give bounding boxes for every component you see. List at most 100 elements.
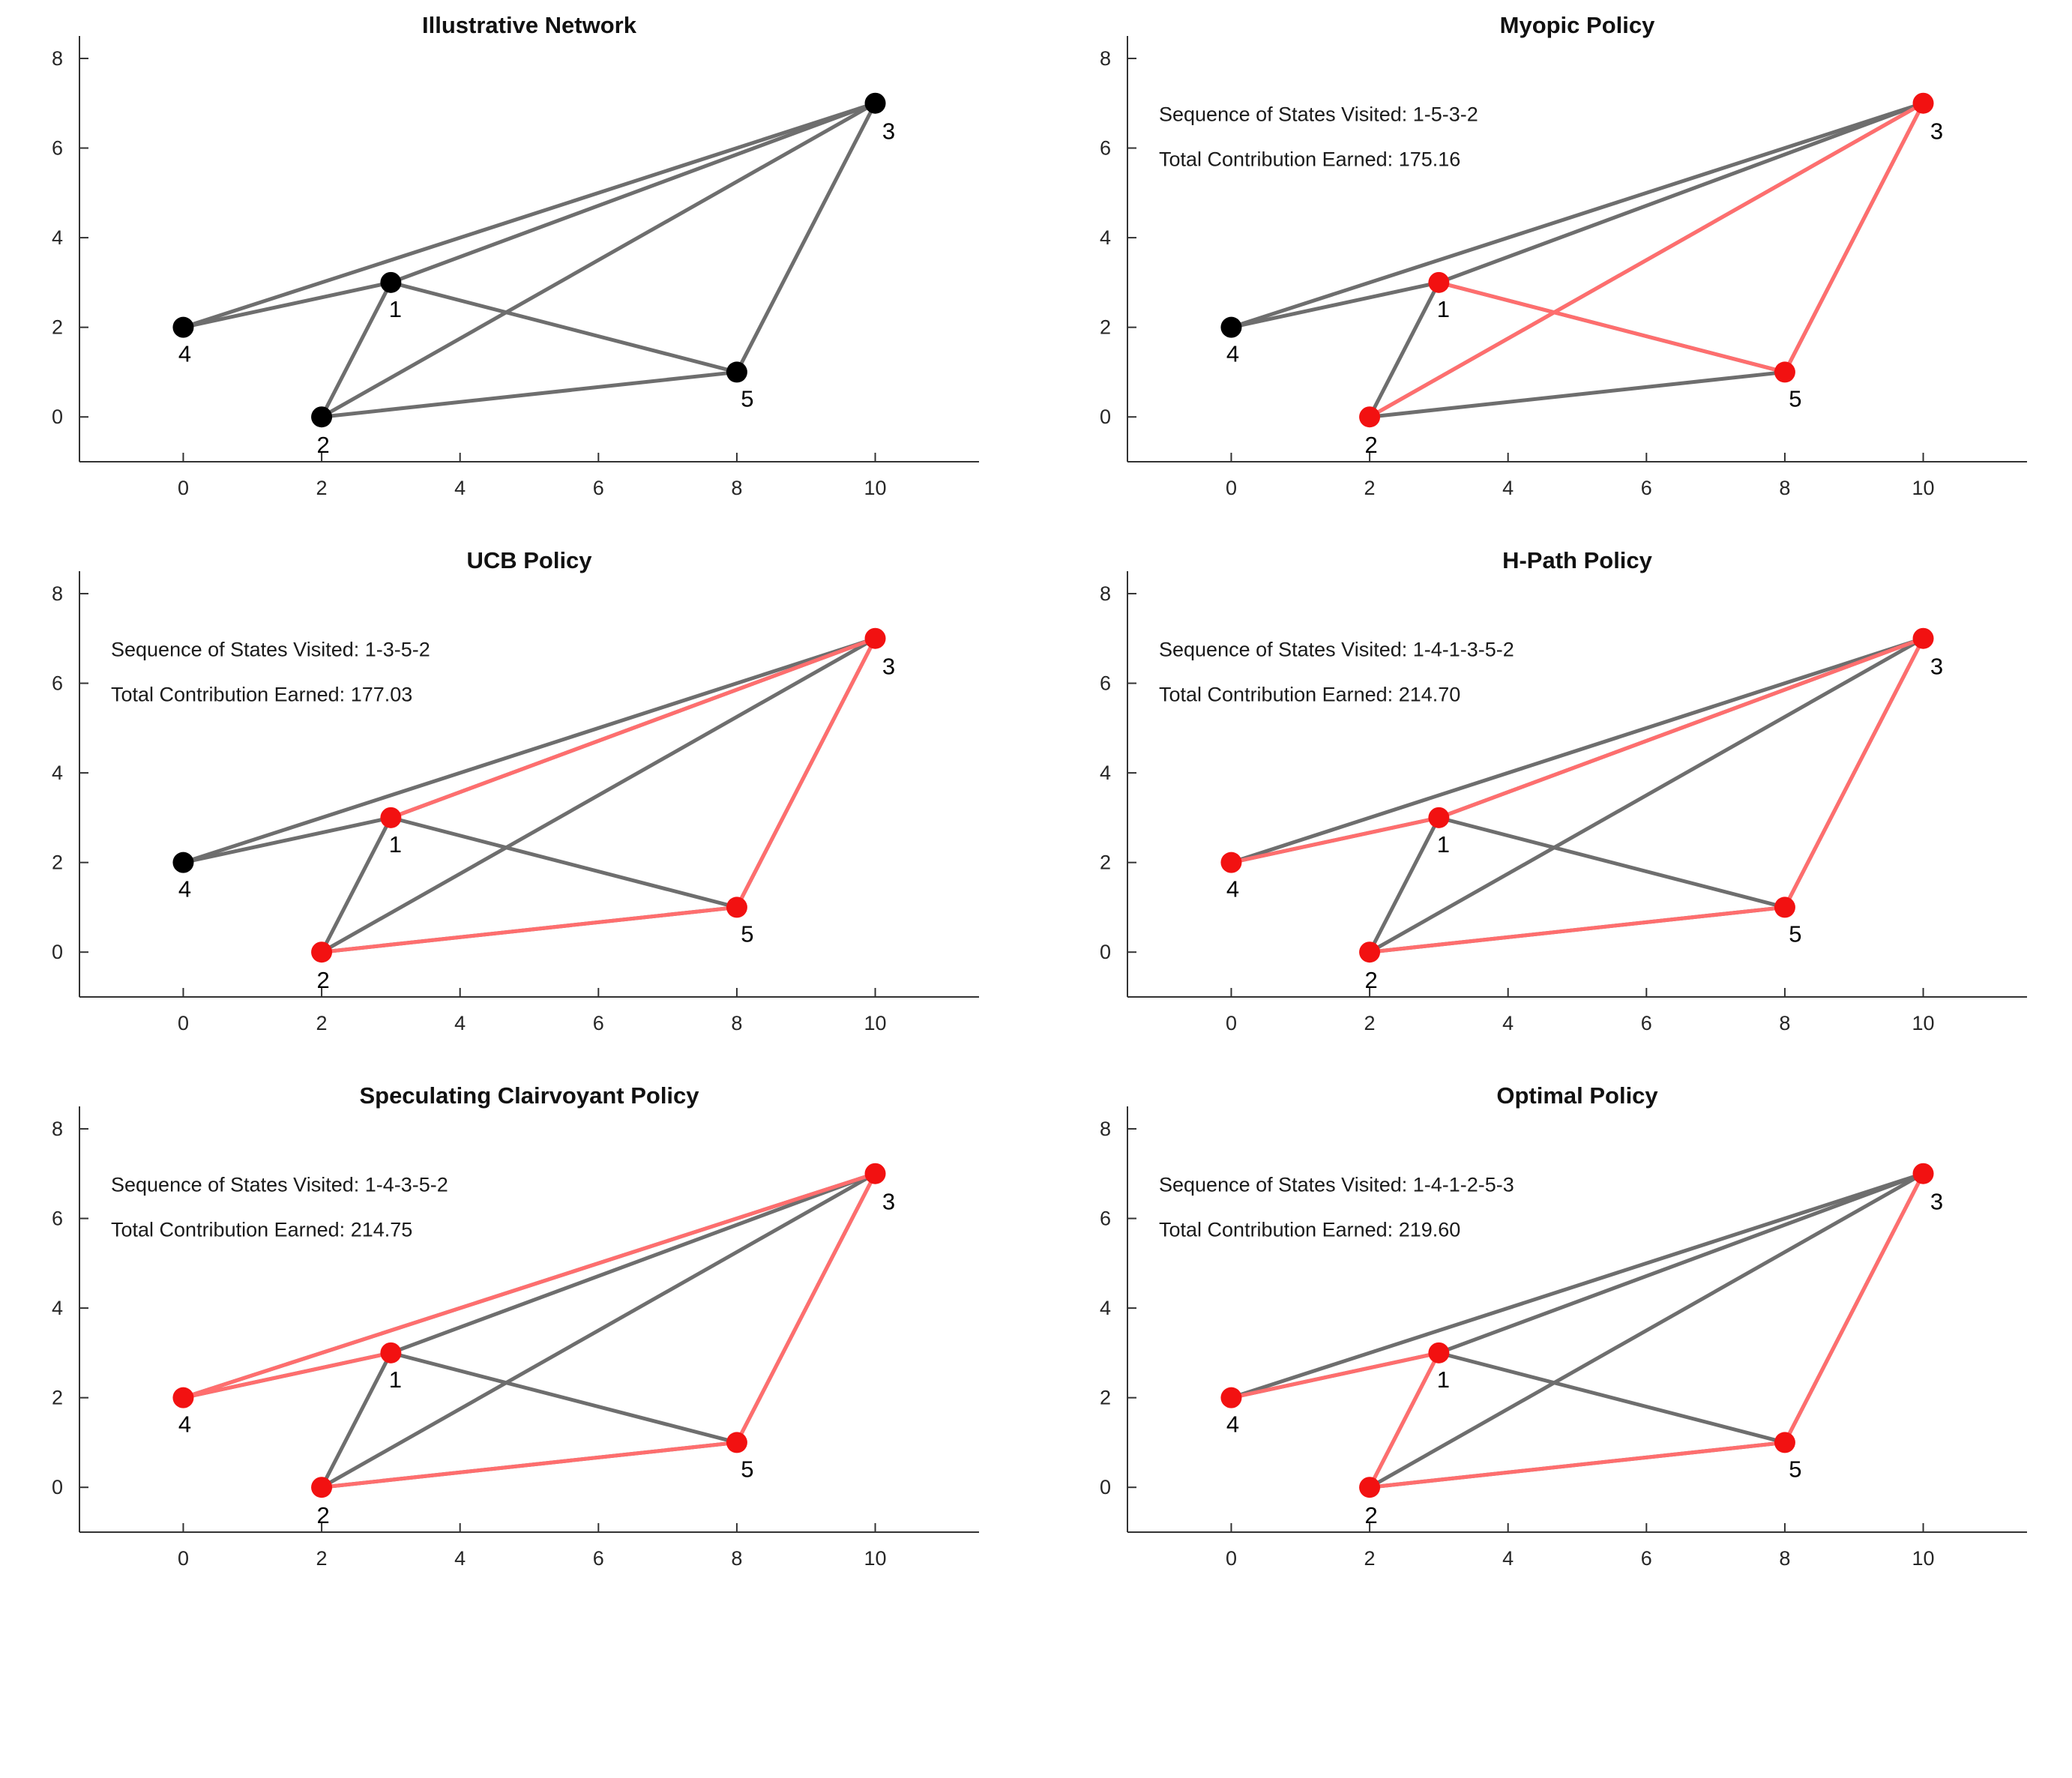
- x-tick-label: 8: [731, 477, 742, 499]
- y-tick-label: 2: [52, 852, 63, 874]
- graph-edge: [1436, 1351, 1787, 1444]
- node-3: [1912, 1163, 1934, 1184]
- visited-path-edge: [1367, 101, 1926, 419]
- panel-optimal-policy: Optimal Policy 0 2 4 6 8 10 0 2 4 6 8 1 2 3 4 5 Sequence …: [1100, 1082, 2027, 1570]
- node-4: [172, 852, 194, 873]
- node-label: 5: [741, 1456, 753, 1482]
- visited-path-edge: [319, 905, 739, 954]
- visited-path-edge: [1229, 816, 1441, 865]
- panel-myopic-policy: Myopic Policy 0 2 4 6 8 10 0 2 4 6 8 1 2 3 4 5 Sequence o…: [1100, 12, 2027, 499]
- node-label: 1: [389, 296, 402, 322]
- graph-edge: [1367, 370, 1787, 419]
- node-4: [1220, 852, 1242, 873]
- node-label: 5: [1789, 1456, 1801, 1482]
- x-tick-label: 4: [454, 477, 466, 499]
- y-tick-label: 4: [52, 226, 63, 249]
- graph-edge: [319, 280, 393, 419]
- node-4: [172, 1387, 194, 1408]
- x-tick-label: 10: [864, 1012, 887, 1034]
- node-1: [380, 807, 402, 828]
- node-label: 4: [1226, 876, 1239, 902]
- graph-edge: [319, 1351, 393, 1489]
- visited-path-edge: [1367, 1351, 1441, 1489]
- y-tick-label: 0: [1100, 941, 1111, 963]
- visited-path-edge: [1783, 636, 1926, 909]
- y-tick-label: 4: [1100, 1297, 1111, 1319]
- node-label: 3: [1930, 118, 1943, 145]
- x-tick-label: 6: [1641, 1012, 1652, 1034]
- graph-edge: [388, 101, 878, 285]
- visited-path-edge: [1783, 101, 1926, 374]
- x-tick-label: 4: [1502, 1012, 1514, 1034]
- node-label: 2: [1364, 1502, 1377, 1528]
- panel-title: Optimal Policy: [1496, 1082, 1658, 1109]
- y-tick-label: 4: [1100, 762, 1111, 784]
- y-tick-label: 6: [52, 672, 63, 695]
- x-tick-label: 8: [1779, 1012, 1790, 1034]
- visited-path-edge: [735, 1172, 878, 1444]
- x-tick-label: 8: [731, 1012, 742, 1034]
- x-tick-label: 2: [1364, 1547, 1376, 1570]
- graph-edge: [1436, 816, 1787, 909]
- panel-speculating-clairvoyant-policy: Speculating Clairvoyant Policy 0 2 4 6 8 10 0 2 4…: [52, 1082, 979, 1570]
- x-tick-label: 4: [1502, 477, 1514, 499]
- node-label: 2: [1364, 432, 1377, 458]
- node-1: [380, 271, 402, 293]
- node-5: [1774, 896, 1795, 918]
- x-tick-label: 10: [1912, 1012, 1935, 1034]
- node-4: [1220, 1387, 1242, 1408]
- panel-title: Speculating Clairvoyant Policy: [359, 1082, 699, 1109]
- x-tick-label: 2: [1364, 477, 1376, 499]
- x-tick-label: 2: [316, 477, 328, 499]
- node-label: 3: [1930, 654, 1943, 680]
- node-3: [1912, 627, 1934, 649]
- panel-h-path-policy: H-Path Policy 0 2 4 6 8 10 0 2 4 6 8 1 2 3 4 5 Sequence o…: [1100, 547, 2027, 1034]
- graph-edge: [388, 280, 739, 374]
- node-label: 5: [1789, 385, 1801, 412]
- panel-title: H-Path Policy: [1502, 547, 1653, 573]
- node-5: [726, 1432, 747, 1453]
- x-tick-label: 0: [1226, 477, 1237, 499]
- panel-illustrative-network: Illustrative Network 0 2 4 6 8 10 0 2 4 6 8 1 2 3 4 5: [52, 12, 979, 499]
- node-5: [1774, 1432, 1795, 1453]
- visited-path-edge: [1783, 1172, 1926, 1444]
- graph-edge: [1367, 816, 1441, 954]
- node-4: [1220, 316, 1242, 338]
- graph-edge: [319, 636, 878, 954]
- y-tick-label: 0: [1100, 1476, 1111, 1498]
- node-label: 5: [1789, 920, 1801, 947]
- graph-edge: [1367, 280, 1441, 419]
- node-4: [172, 316, 194, 338]
- visited-path-edge: [1367, 905, 1787, 954]
- graph-edge: [181, 816, 393, 865]
- y-tick-label: 0: [52, 941, 63, 963]
- node-5: [726, 896, 747, 918]
- graph-edge: [319, 370, 739, 419]
- panel-title: Illustrative Network: [422, 12, 637, 38]
- y-tick-label: 8: [1100, 1118, 1111, 1140]
- visited-path-edge: [388, 636, 878, 820]
- node-label: 1: [1437, 296, 1450, 322]
- x-tick-label: 6: [593, 477, 604, 499]
- y-tick-label: 2: [1100, 1387, 1111, 1409]
- graph-edge: [1229, 1172, 1926, 1400]
- x-tick-label: 10: [1912, 477, 1935, 499]
- y-tick-label: 0: [52, 1476, 63, 1498]
- node-label: 5: [741, 920, 753, 947]
- visited-path-edge: [1436, 636, 1926, 820]
- node-3: [864, 1163, 886, 1184]
- annotation-sequence: Sequence of States Visited: 1-4-1-2-5-3: [1159, 1174, 1514, 1196]
- node-label: 4: [178, 341, 191, 367]
- y-tick-label: 8: [1100, 582, 1111, 605]
- node-2: [311, 406, 333, 428]
- node-label: 3: [882, 1189, 895, 1215]
- annotation-total: Total Contribution Earned: 177.03: [111, 683, 412, 705]
- x-tick-label: 4: [454, 1547, 466, 1570]
- x-tick-label: 6: [593, 1012, 604, 1034]
- visited-path-edge: [1436, 280, 1787, 374]
- y-tick-label: 2: [52, 1387, 63, 1409]
- graph-edge: [1367, 636, 1926, 954]
- node-5: [1774, 361, 1795, 383]
- node-1: [380, 1342, 402, 1363]
- node-label: 4: [178, 1411, 191, 1438]
